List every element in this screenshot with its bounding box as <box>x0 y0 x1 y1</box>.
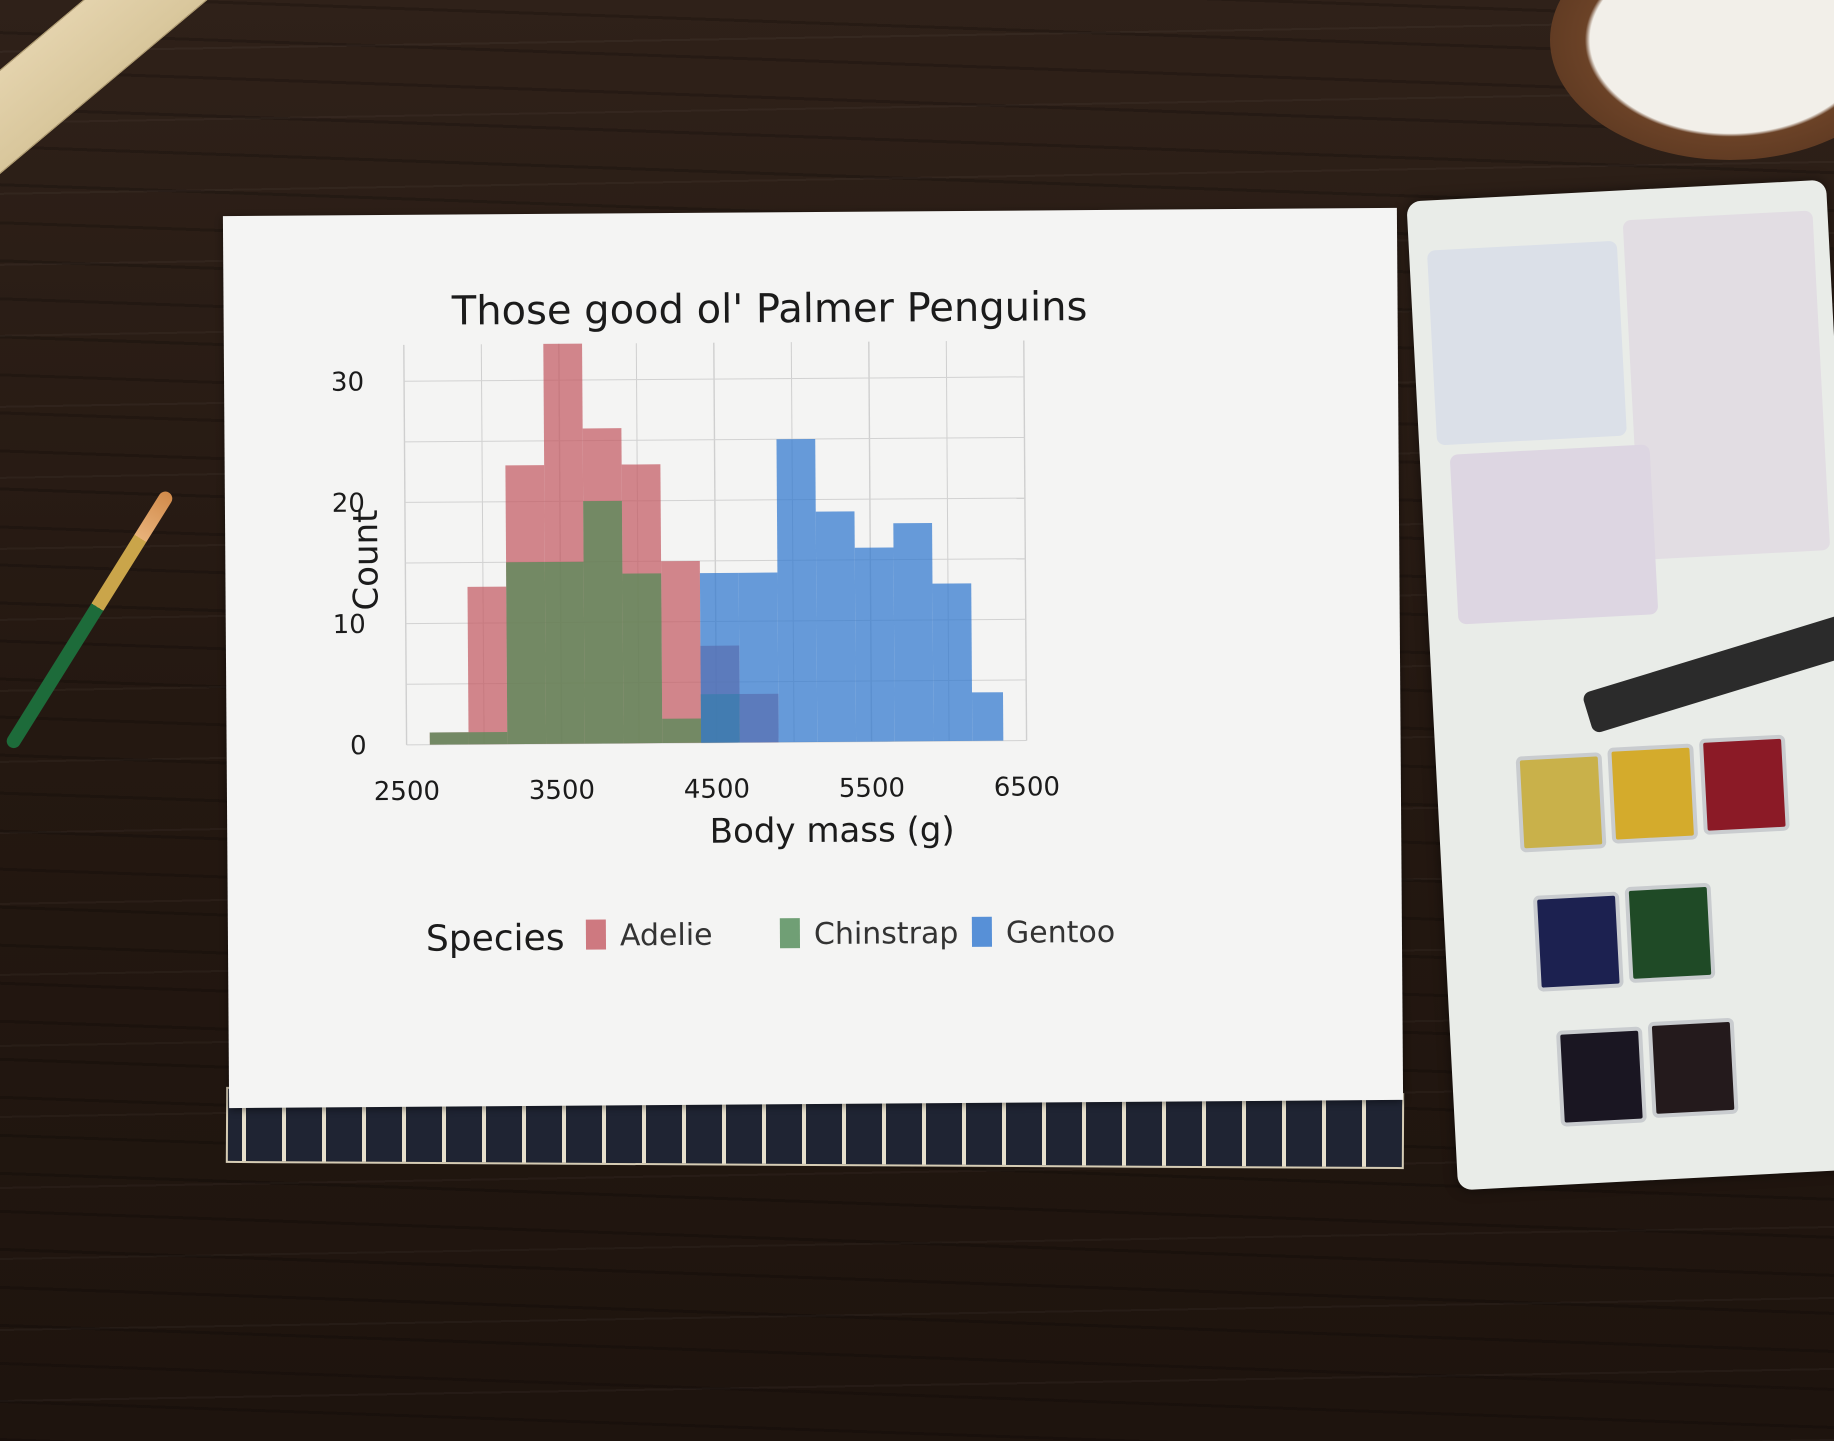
paint-pan-yellow <box>1607 743 1699 844</box>
x-axis-ticks: 2500 3500 4500 5500 6500 <box>374 772 1060 807</box>
y-tick-label: 30 <box>331 367 364 397</box>
y-tick-label: 20 <box>332 489 365 519</box>
mixing-well <box>1449 444 1659 625</box>
chart-title: Those good ol' Palmer Penguins <box>451 284 1088 334</box>
watercolor-palette <box>1406 179 1834 1191</box>
histogram-bar-gentoo <box>932 583 973 742</box>
paint-pan-red <box>1698 734 1790 835</box>
y-axis-title: Count <box>346 509 387 610</box>
watercolor-paper: Those good ol' Palmer Penguins 0 10 20 30 2… <box>222 207 1404 1109</box>
y-tick-label: 10 <box>333 610 366 640</box>
legend: Species Adelie Chinstrap Gentoo <box>426 915 1115 960</box>
mixing-well <box>1622 210 1831 560</box>
legend-label-gentoo: Gentoo <box>1006 915 1115 951</box>
grid-line-y <box>404 436 1025 443</box>
x-tick-label: 2500 <box>374 777 440 807</box>
histogram-bar-gentoo <box>699 572 740 743</box>
mixing-well <box>1426 240 1627 446</box>
y-tick-label: 0 <box>350 731 367 761</box>
bars <box>429 343 1004 745</box>
histogram-bar-chinstrap <box>583 500 624 744</box>
x-tick-label: 5500 <box>839 773 905 803</box>
histogram-bar-adelie <box>661 560 702 744</box>
legend-swatch-adelie <box>585 919 607 950</box>
x-axis-title: Body mass (g) <box>710 810 955 852</box>
legend-label-adelie: Adelie <box>620 918 713 954</box>
histogram-bar-chinstrap <box>429 732 469 745</box>
x-tick-label: 4500 <box>684 774 750 804</box>
legend-swatch-chinstrap <box>779 918 801 949</box>
x-tick-label: 3500 <box>529 776 595 806</box>
histogram-bar-gentoo <box>776 438 818 743</box>
paint-pan-green <box>1624 882 1716 984</box>
pen <box>1581 609 1834 735</box>
legend-title: Species <box>426 918 565 960</box>
histogram-bar-gentoo <box>815 511 857 742</box>
histogram-chart: Those good ol' Palmer Penguins 0 10 20 30 2… <box>331 284 1115 960</box>
histogram-bar-gentoo <box>893 522 934 742</box>
legend-swatch-gentoo <box>971 916 993 947</box>
paint-pan-blue <box>1532 891 1624 992</box>
histogram-bar-chinstrap <box>662 718 702 744</box>
histogram-bar-chinstrap <box>622 573 663 744</box>
histogram-bar-chinstrap <box>544 561 585 744</box>
grid-line-y <box>404 376 1025 382</box>
histogram-bar-gentoo <box>971 692 1004 741</box>
histogram-bar-gentoo <box>738 572 779 743</box>
histogram-bar-gentoo <box>854 547 895 742</box>
paint-pan-dark <box>1647 1017 1739 1119</box>
y-axis-ticks: 0 10 20 30 <box>331 367 367 761</box>
legend-label-chinstrap: Chinstrap <box>814 916 959 952</box>
grid-line-x <box>1023 340 1028 741</box>
histogram-bar-chinstrap <box>506 562 547 745</box>
x-tick-label: 6500 <box>994 772 1060 802</box>
paint-pan-dark <box>1555 1026 1647 1127</box>
histogram-bar-chinstrap <box>468 732 508 745</box>
grid-line-x <box>403 344 408 745</box>
paint-pan-yellow <box>1515 752 1607 853</box>
histogram-bar-adelie <box>467 586 508 745</box>
